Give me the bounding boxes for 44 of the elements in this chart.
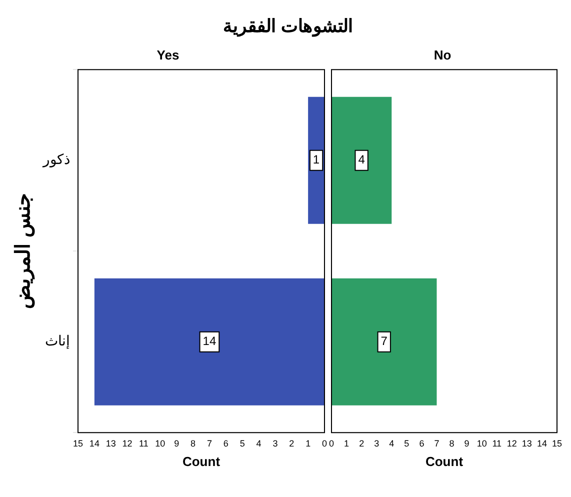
x-tick-label: 1 [344, 438, 350, 448]
x-tick-label: 3 [272, 438, 278, 448]
chart-subtitle: Yes [156, 47, 180, 62]
x-tick-label: 9 [464, 438, 470, 448]
x-axis-title: Count [425, 454, 464, 469]
x-tick-label: 0 [328, 438, 334, 448]
y-axis-title: جنس المريض [12, 193, 36, 309]
chart-title: التشوهات الفقرية [222, 15, 354, 39]
x-tick-label: 10 [155, 438, 166, 448]
x-tick-label: 14 [89, 438, 100, 448]
x-tick-label: 10 [476, 438, 487, 448]
x-tick-label: 6 [223, 438, 228, 448]
x-tick-label: 15 [552, 438, 562, 448]
x-tick-label: 11 [492, 438, 502, 448]
x-tick-label: 6 [419, 438, 424, 448]
y-tick-label: ذكور [42, 151, 70, 168]
x-tick-label: 5 [240, 438, 245, 448]
data-label: 14 [202, 334, 216, 348]
data-label: 4 [358, 152, 366, 167]
x-tick-label: 3 [374, 438, 380, 448]
x-axis-title: Count [182, 454, 221, 469]
x-tick-label: 13 [522, 438, 532, 448]
x-tick-label: 2 [359, 438, 364, 448]
x-tick-label: 1 [306, 438, 311, 448]
x-tick-label: 14 [536, 438, 547, 448]
x-tick-label: 4 [256, 438, 262, 448]
x-tick-label: 15 [72, 438, 84, 448]
x-tick-label: 7 [206, 438, 212, 448]
x-tick-label: 7 [434, 438, 440, 448]
x-tick-label: 8 [449, 438, 454, 448]
data-label: 7 [380, 334, 388, 348]
x-tick-label: 4 [389, 438, 394, 448]
x-tick-label: 0 [322, 438, 328, 448]
x-tick-label: 13 [106, 438, 116, 448]
data-label: 1 [312, 152, 320, 167]
x-tick-label: 12 [506, 438, 517, 448]
x-tick-label: 12 [122, 438, 132, 448]
x-tick-label: 11 [139, 438, 148, 448]
y-tick-label: إناث [45, 332, 70, 350]
x-tick-label: 2 [289, 438, 294, 448]
x-tick-label: 9 [174, 438, 180, 448]
x-tick-label: 5 [404, 438, 410, 448]
x-tick-label: 8 [190, 438, 196, 448]
chart-subtitle: No [434, 47, 452, 62]
